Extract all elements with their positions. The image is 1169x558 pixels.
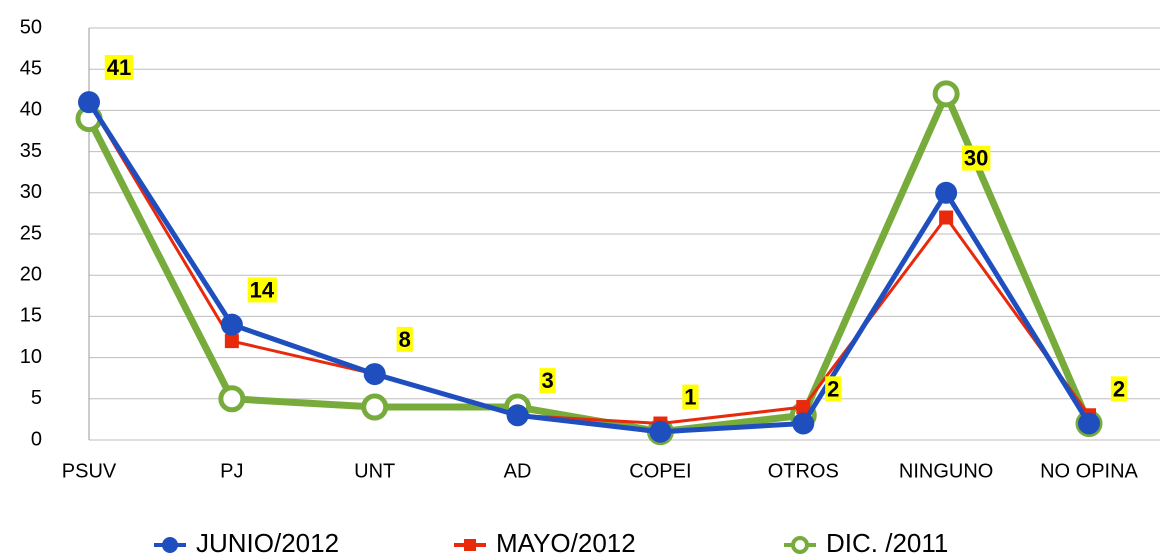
data-label-bg [247,277,277,303]
x-tick-label: OTROS [768,460,839,482]
marker [792,412,815,435]
marker [224,334,239,349]
marker [361,393,389,421]
x-tick-label: PSUV [62,460,117,482]
y-tick-label: 45 [20,57,42,79]
x-tick-label: UNT [354,460,395,482]
marker [218,385,246,413]
data-label-bg [396,326,413,352]
marker [649,420,672,443]
marker [935,181,958,204]
data-label: 41 [107,55,131,80]
data-label-bg [682,384,699,410]
legend-marker [162,537,178,553]
marker [939,210,954,225]
y-tick-label: 30 [20,181,42,203]
x-tick-label: AD [504,460,532,482]
marker [1078,412,1100,435]
x-tick-label: COPEI [629,460,691,482]
legend-label: DIC. /2011 [826,528,948,558]
data-label-bg [1110,376,1128,402]
series-line [86,100,1092,435]
y-tick-label: 0 [31,428,42,450]
marker [363,363,386,386]
data-label: 8 [399,327,411,352]
y-tick-label: 35 [20,140,42,162]
data-label: 2 [1113,376,1125,401]
legend-marker [791,536,809,554]
legend-marker [464,539,476,551]
series-line [85,90,1093,436]
y-tick-label: 20 [20,263,42,285]
data-label: 3 [541,368,553,393]
y-tick-label: 5 [31,387,42,409]
y-tick-label: 50 [20,16,42,38]
marker [796,400,811,415]
data-label: 30 [964,146,988,171]
data-label-bg [825,376,842,402]
x-tick-label: NINGUNO [899,460,993,482]
y-tick-label: 15 [20,305,42,327]
y-tick-label: 40 [20,99,42,121]
y-tick-label: 10 [20,346,42,368]
marker [932,80,960,108]
data-label-bg [961,145,991,171]
series-line [87,101,1091,426]
legend-label: MAYO/2012 [496,528,636,558]
legend-label: JUNIO/2012 [196,528,339,558]
x-tick-label: PJ [220,460,243,482]
y-tick-label: 25 [20,222,42,244]
data-label: 14 [250,277,275,302]
marker [220,313,243,336]
data-label-bg [104,54,134,80]
x-tick-label: NO OPINA [1040,460,1138,482]
data-label: 2 [827,376,839,401]
data-label: 1 [684,385,696,410]
marker [506,404,529,427]
data-label-bg [539,368,556,394]
marker [78,91,100,114]
